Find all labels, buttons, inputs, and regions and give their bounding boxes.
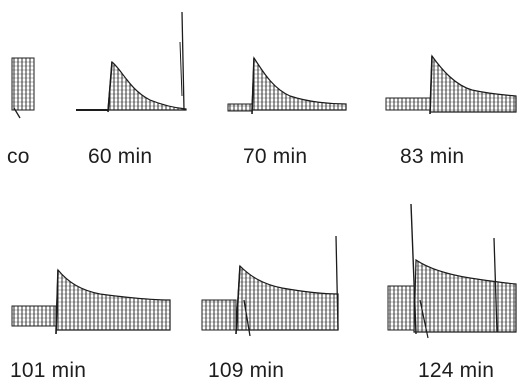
trace-70-min (227, 56, 347, 115)
label-101-min: 101 min (10, 359, 87, 382)
trace-60-min (76, 11, 187, 113)
trace-83-min (385, 54, 517, 115)
label-co: co (7, 145, 30, 168)
trace-109-min (201, 235, 339, 337)
label-83-min: 83 min (400, 145, 465, 168)
label-124-min: 124 min (418, 359, 495, 382)
trace-co (11, 57, 35, 119)
trace-124-min (387, 203, 517, 339)
trace-101-min (11, 268, 171, 335)
label-70-min: 70 min (243, 145, 308, 168)
label-109-min: 109 min (208, 359, 285, 382)
label-60-min: 60 min (88, 145, 153, 168)
